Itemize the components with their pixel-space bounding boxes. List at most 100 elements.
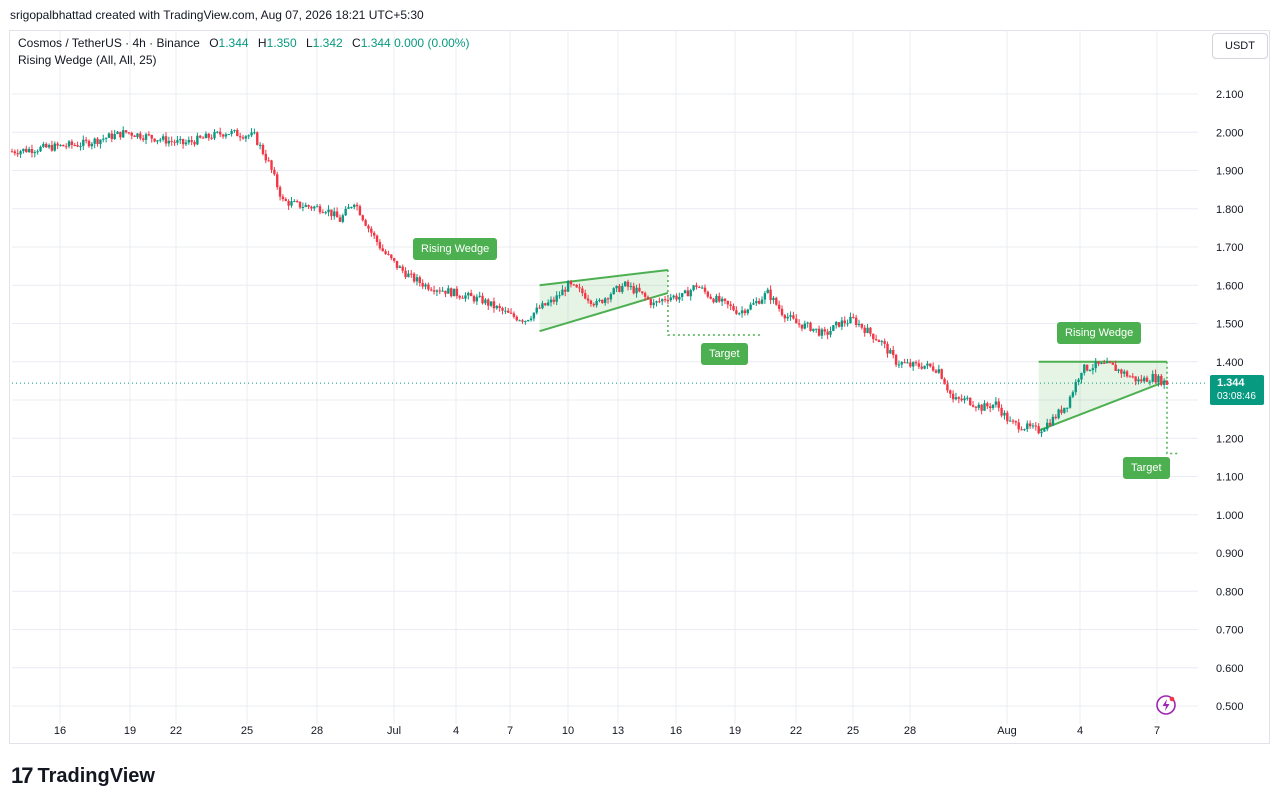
candle-body <box>59 144 62 146</box>
candle <box>931 362 935 372</box>
candle <box>1065 407 1069 413</box>
candle <box>253 128 256 135</box>
candle <box>1048 418 1052 427</box>
candle <box>1006 410 1009 425</box>
candle-body <box>290 201 293 206</box>
candle <box>276 171 279 190</box>
target-label-2[interactable]: Target <box>1123 457 1170 479</box>
candle-body <box>1083 364 1086 373</box>
chart-pane[interactable] <box>9 30 1270 744</box>
candle-body <box>147 134 151 136</box>
candle-body <box>658 301 661 303</box>
candle-body <box>227 134 230 136</box>
tradingview-brand[interactable]: 17 TradingView <box>11 763 155 789</box>
rising-wedge-label-2[interactable]: Rising Wedge <box>1057 322 1142 344</box>
candle-body <box>1137 379 1140 382</box>
candle <box>50 140 54 152</box>
candle <box>738 312 741 316</box>
candle-body <box>937 369 941 373</box>
candle <box>852 313 855 319</box>
candle-body <box>683 290 687 294</box>
candle-body <box>877 340 881 343</box>
candle <box>892 345 895 359</box>
candle-body <box>792 315 795 319</box>
candle-body <box>1097 361 1100 364</box>
candle-body <box>812 328 815 331</box>
candle-body <box>501 308 504 311</box>
candle-body <box>603 298 607 303</box>
candle-body <box>113 133 116 139</box>
candle <box>752 298 755 306</box>
currency-selector[interactable]: USDT <box>1212 33 1268 59</box>
candle <box>949 389 952 399</box>
candle-body <box>407 273 410 278</box>
candle-body <box>392 258 396 261</box>
candle-body <box>689 290 692 297</box>
candle-body <box>669 297 672 301</box>
candle <box>62 144 65 147</box>
candle-body <box>1071 392 1075 397</box>
candle-body <box>558 295 561 297</box>
candle <box>295 199 299 203</box>
candle-body <box>372 232 376 236</box>
candle-body <box>752 303 755 305</box>
candle <box>341 213 345 224</box>
candle-body <box>210 137 213 139</box>
indicator-line[interactable]: Rising Wedge (All, All, 25) <box>18 53 157 67</box>
candle <box>418 275 422 287</box>
candle-body <box>293 201 296 203</box>
candle-body <box>700 287 704 289</box>
candle <box>495 305 499 310</box>
candle-body <box>22 148 25 152</box>
candle <box>917 359 921 369</box>
candle-body <box>1000 407 1003 416</box>
candle-body <box>156 140 159 142</box>
candle-body <box>216 131 219 133</box>
candle <box>592 302 595 308</box>
candle-body <box>1154 374 1157 383</box>
candle-body <box>233 130 236 132</box>
candle <box>934 368 938 374</box>
candle <box>1000 404 1003 418</box>
candle-body <box>304 205 307 207</box>
candle-body <box>655 301 658 303</box>
candle-body <box>489 301 493 306</box>
candle-body <box>181 139 185 145</box>
target-label-1[interactable]: Target <box>701 343 748 365</box>
candle <box>1114 360 1117 371</box>
candle-body <box>25 148 28 153</box>
candle-body <box>789 315 792 317</box>
candle <box>911 361 915 371</box>
candle-body <box>695 285 698 288</box>
time-tick-label: 25 <box>241 725 253 737</box>
candle-body <box>330 209 333 217</box>
candle-body <box>1003 412 1006 416</box>
candle-body <box>1131 376 1134 378</box>
candle-body <box>703 287 707 292</box>
candle <box>412 272 416 284</box>
lightning-bolt-icon[interactable] <box>1155 694 1177 716</box>
candle-body <box>104 137 108 139</box>
candle-body <box>449 288 453 297</box>
rising-wedge-label-1[interactable]: Rising Wedge <box>413 238 498 260</box>
candle <box>139 131 142 141</box>
candle <box>67 139 71 149</box>
candle <box>783 313 787 323</box>
candle-body <box>977 404 980 408</box>
candle-body <box>817 328 821 336</box>
candle-body <box>190 140 193 142</box>
candle-body <box>960 398 963 401</box>
candle <box>757 298 761 305</box>
candle <box>170 136 173 146</box>
candle <box>575 284 578 288</box>
candle <box>1131 373 1134 379</box>
candle <box>572 283 576 286</box>
candle-body <box>897 364 901 366</box>
candle <box>307 204 310 209</box>
candle-body <box>1006 412 1009 422</box>
candle <box>894 353 898 368</box>
candle-body <box>857 323 861 325</box>
candle-body <box>595 300 598 306</box>
candle <box>273 166 276 176</box>
